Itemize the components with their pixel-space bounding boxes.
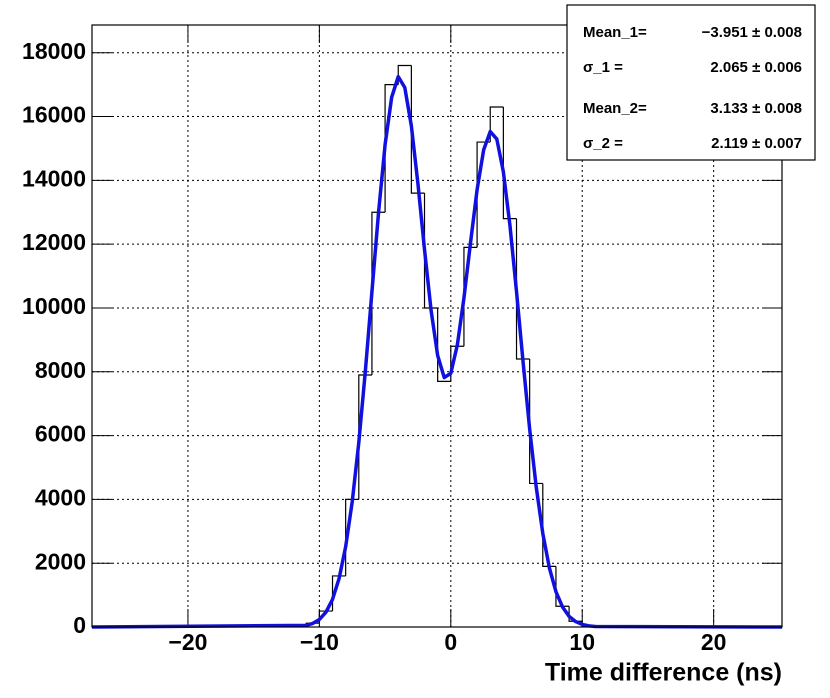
histogram-bin	[423, 193, 438, 309]
fit-curve	[91, 74, 783, 629]
y-tick-label: 0	[73, 612, 86, 638]
stats-frame	[566, 4, 816, 161]
histogram-bin	[529, 359, 543, 485]
histogram-bin	[542, 483, 556, 567]
y-tick-label: 18000	[22, 38, 86, 64]
y-tick-label: 6000	[35, 421, 86, 447]
histogram-bin	[555, 566, 570, 607]
stat-name: σ_2 =	[583, 135, 623, 152]
y-tick-label: 12000	[22, 229, 86, 255]
y-tick-label: 14000	[22, 165, 86, 191]
histogram-bin	[437, 307, 451, 382]
x-tick-label: −20	[168, 629, 207, 655]
stat-name: Mean_1=	[583, 24, 647, 41]
plot-frame	[91, 24, 783, 628]
stat-value: −3.951 ± 0.008	[702, 24, 802, 41]
stat-name: Mean_2=	[583, 100, 647, 117]
histogram-bin	[371, 211, 386, 375]
y-tick-label: 8000	[35, 357, 86, 383]
histogram-bin	[463, 246, 478, 347]
y-tick-label: 4000	[35, 484, 86, 510]
stat-value: 2.119 ± 0.007	[711, 135, 802, 152]
x-tick-label: 0	[444, 629, 457, 655]
y-tick-label: 16000	[22, 102, 86, 128]
x-tick-label: 20	[701, 629, 727, 655]
x-axis-label: Time difference (ns)	[545, 659, 782, 687]
x-tick-label: 10	[569, 629, 595, 655]
histogram-bin	[515, 218, 530, 360]
histogram-bin	[502, 106, 517, 220]
stat-name: σ_1 =	[583, 59, 623, 76]
y-tick-label: 2000	[35, 548, 86, 574]
histogram-bin	[384, 84, 399, 213]
y-tick-label: 10000	[22, 293, 86, 319]
stat-value: 3.133 ± 0.008	[710, 100, 802, 117]
x-tick-label: −10	[300, 629, 339, 655]
stats-box: Mean_1= −3.951 ± 0.008 σ_1 = 2.065 ± 0.006 M…	[566, 4, 816, 161]
stat-value: 2.065 ± 0.006	[710, 59, 802, 76]
